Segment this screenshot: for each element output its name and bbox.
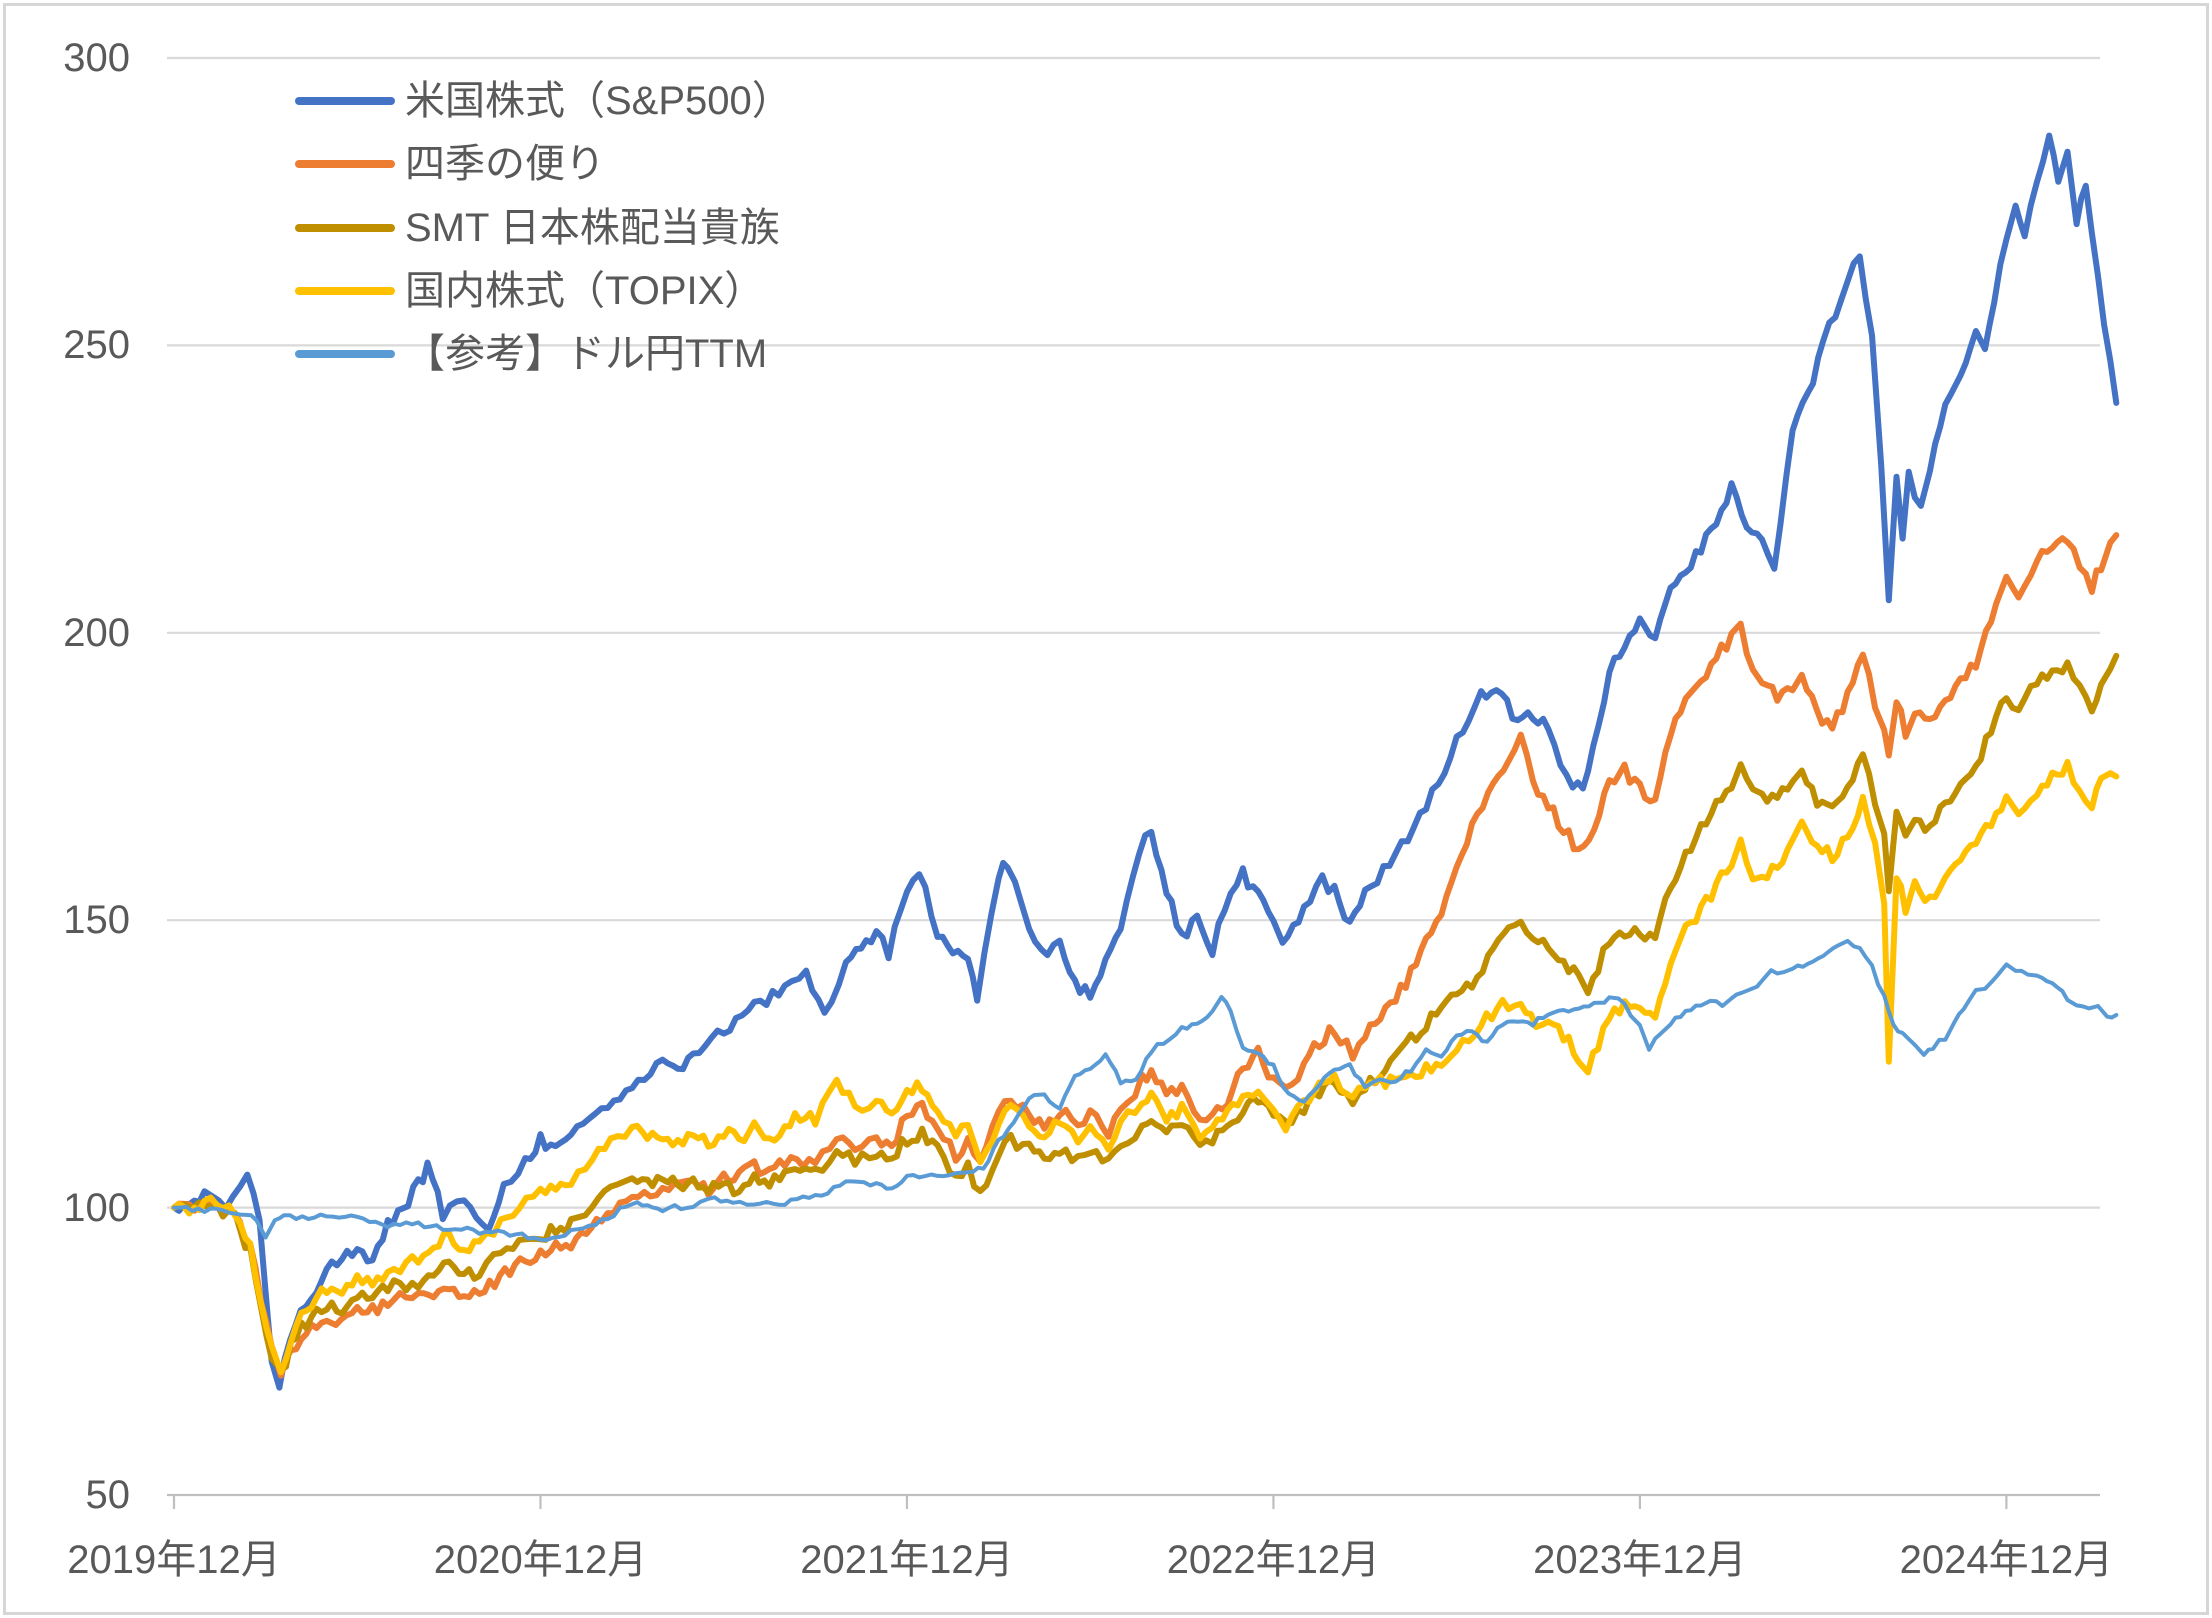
- legend-label-topix: 国内株式（TOPIX）: [405, 269, 765, 313]
- legend-label-usdjpy-ttm: 【参考】ドル円TTM: [405, 332, 768, 376]
- x-axis-label-3: 2022年12月: [1166, 1538, 1381, 1582]
- y-axis-label-50: 50: [85, 1473, 131, 1517]
- x-axis-label-4: 2023年12月: [1533, 1538, 1747, 1582]
- legend-item-us-equity-sp500: 米国株式（S&P500）: [295, 77, 792, 125]
- series-line-topix: [171, 758, 2120, 1376]
- y-axis-label-100: 100: [63, 1185, 130, 1230]
- y-axis-label-150: 150: [63, 898, 130, 943]
- series-line-sp500: [171, 132, 2120, 1391]
- legend-line-swatch-smt-dividend-aristocrats: [295, 224, 395, 232]
- legend-line-swatch-shiki-no-tayori: [295, 160, 395, 168]
- x-axis-label-1: 2020年12月: [433, 1538, 648, 1582]
- y-axis-label-300: 300: [63, 36, 130, 80]
- x-axis-label-0: 2019年12月: [67, 1538, 281, 1582]
- series-line-smt-dividend-aristocrats: [171, 652, 2120, 1373]
- legend-item-shiki-no-tayori: 四季の便り: [295, 140, 605, 188]
- legend-line-swatch-topix: [295, 287, 395, 295]
- legend-item-domestic-equity-topix: 国内株式（TOPIX）: [295, 267, 764, 315]
- series-line-shiki-no-tayori: [171, 532, 2120, 1379]
- legend-item-usdjpy-ttm: 【参考】ドル円TTM: [295, 330, 767, 378]
- x-axis-label-2: 2021年12月: [800, 1538, 1014, 1582]
- legend-line-swatch-usdjpy-ttm: [295, 350, 395, 358]
- legend-label-shiki-no-tayori: 四季の便り: [405, 142, 605, 186]
- legend-label-sp500: 米国株式（S&P500）: [405, 79, 792, 123]
- y-axis-label-200: 200: [63, 610, 130, 655]
- x-axis-label-5: 2024年12月: [1899, 1538, 2114, 1582]
- legend-line-swatch-sp500: [295, 97, 395, 105]
- legend-label-smt-dividend-aristocrats: SMT 日本株配当貴族: [405, 206, 780, 250]
- series-line-usdjpy-ttm: [172, 938, 2119, 1242]
- y-axis-label-250: 250: [63, 323, 130, 368]
- legend-item-smt-dividend-aristocrats: SMT 日本株配当貴族: [295, 204, 780, 252]
